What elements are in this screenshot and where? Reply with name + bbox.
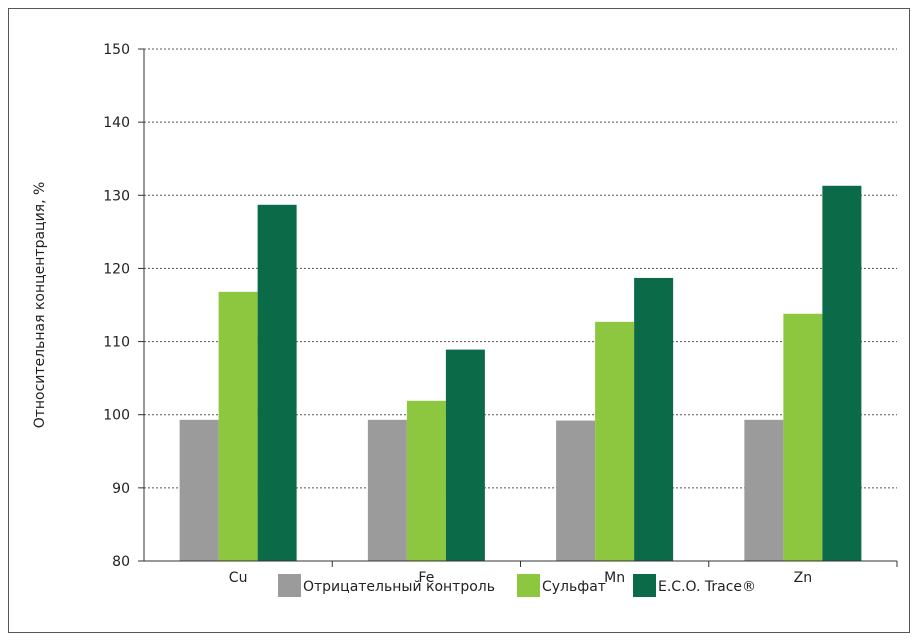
legend-swatch: [278, 574, 301, 597]
legend-label: Отрицательный контроль: [303, 579, 495, 595]
x-category-label: Zn: [794, 570, 812, 586]
legend-label: Сульфат: [542, 579, 606, 595]
x-tick-labels: Cu Fe Mn Zn: [229, 561, 898, 586]
y-tick-label: 110: [103, 335, 130, 351]
bar-mn-series-2: [634, 277, 674, 561]
bar-fe-series-1: [406, 400, 446, 561]
bar-cu-series-2: [257, 204, 297, 561]
bar-fe-series-2: [445, 349, 485, 561]
y-tick-label: 90: [112, 481, 130, 497]
legend-label: E.C.O. Trace®: [658, 579, 756, 595]
y-axis-title: Относительная концентрация, %: [32, 182, 48, 429]
bar-zn-series-1: [783, 313, 823, 561]
legend-swatch: [517, 574, 540, 597]
bar-mn-series-1: [595, 321, 635, 561]
bar-mn-series-0: [556, 420, 596, 561]
x-category-label: Cu: [229, 570, 248, 586]
bar-cu-series-1: [218, 291, 258, 561]
y-tick-label: 80: [112, 554, 130, 570]
legend: Отрицательный контроль Сульфат E.C.O. Trac…: [278, 574, 756, 597]
y-tick-label: 140: [103, 115, 130, 131]
bar-zn-series-2: [822, 185, 862, 561]
y-tick-label: 100: [103, 408, 130, 424]
bar-fe-series-0: [367, 419, 407, 561]
y-tick-label: 130: [103, 188, 130, 204]
legend-swatch: [633, 574, 656, 597]
bar-zn-series-0: [744, 419, 784, 561]
y-tick-label: 150: [103, 42, 130, 58]
x-category-label: Fe: [418, 570, 434, 586]
x-category-label: Mn: [604, 570, 625, 586]
bars: [179, 185, 862, 561]
bar-cu-series-0: [179, 419, 219, 561]
y-tick-label: 120: [103, 261, 130, 277]
y-tick-labels: 80 90 100 110 120 130 140 150: [103, 42, 144, 570]
